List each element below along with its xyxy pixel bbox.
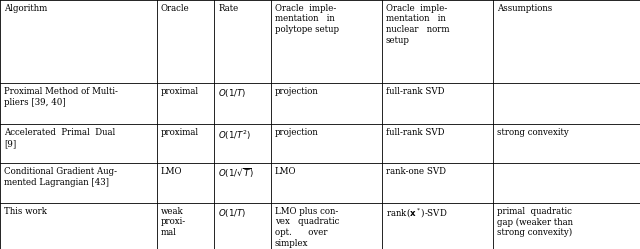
Text: LMO: LMO	[161, 167, 182, 176]
Text: proximal: proximal	[161, 87, 199, 96]
Text: Rate: Rate	[218, 4, 239, 13]
Text: Oracle  imple-
mentation   in
nuclear   norm
setup: Oracle imple- mentation in nuclear norm …	[386, 4, 449, 45]
Text: full-rank SVD: full-rank SVD	[386, 128, 444, 137]
Text: $O(1/T^2)$: $O(1/T^2)$	[218, 128, 252, 142]
Text: Proximal Method of Multi-
pliers [39, 40]: Proximal Method of Multi- pliers [39, 40…	[4, 87, 118, 107]
Text: Conditional Gradient Aug-
mented Lagrangian [43]: Conditional Gradient Aug- mented Lagrang…	[4, 167, 117, 187]
Text: Oracle: Oracle	[161, 4, 189, 13]
Text: This work: This work	[4, 207, 47, 216]
Text: projection: projection	[275, 128, 318, 137]
Text: primal  quadratic
gap (weaker than
strong convexity): primal quadratic gap (weaker than strong…	[497, 207, 573, 238]
Text: proximal: proximal	[161, 128, 199, 137]
Text: Accelerated  Primal  Dual
[9]: Accelerated Primal Dual [9]	[4, 128, 115, 148]
Text: LMO: LMO	[275, 167, 296, 176]
Text: $O(1/\sqrt{T})$: $O(1/\sqrt{T})$	[218, 167, 254, 180]
Text: Algorithm: Algorithm	[4, 4, 47, 13]
Text: full-rank SVD: full-rank SVD	[386, 87, 444, 96]
Text: strong convexity: strong convexity	[497, 128, 569, 137]
Text: Oracle  imple-
mentation   in
polytope setup: Oracle imple- mentation in polytope setu…	[275, 4, 339, 34]
Text: projection: projection	[275, 87, 318, 96]
Text: rank-one SVD: rank-one SVD	[386, 167, 446, 176]
Text: rank($\mathbf{x}^*$)-SVD: rank($\mathbf{x}^*$)-SVD	[386, 207, 447, 220]
Text: weak
proxi-
mal: weak proxi- mal	[161, 207, 186, 237]
Text: $O(1/T)$: $O(1/T)$	[218, 207, 246, 219]
Text: Assumptions: Assumptions	[497, 4, 552, 13]
Text: $O(1/T)$: $O(1/T)$	[218, 87, 246, 99]
Text: LMO plus con-
vex   quadratic
opt.      over
simplex: LMO plus con- vex quadratic opt. over si…	[275, 207, 339, 248]
